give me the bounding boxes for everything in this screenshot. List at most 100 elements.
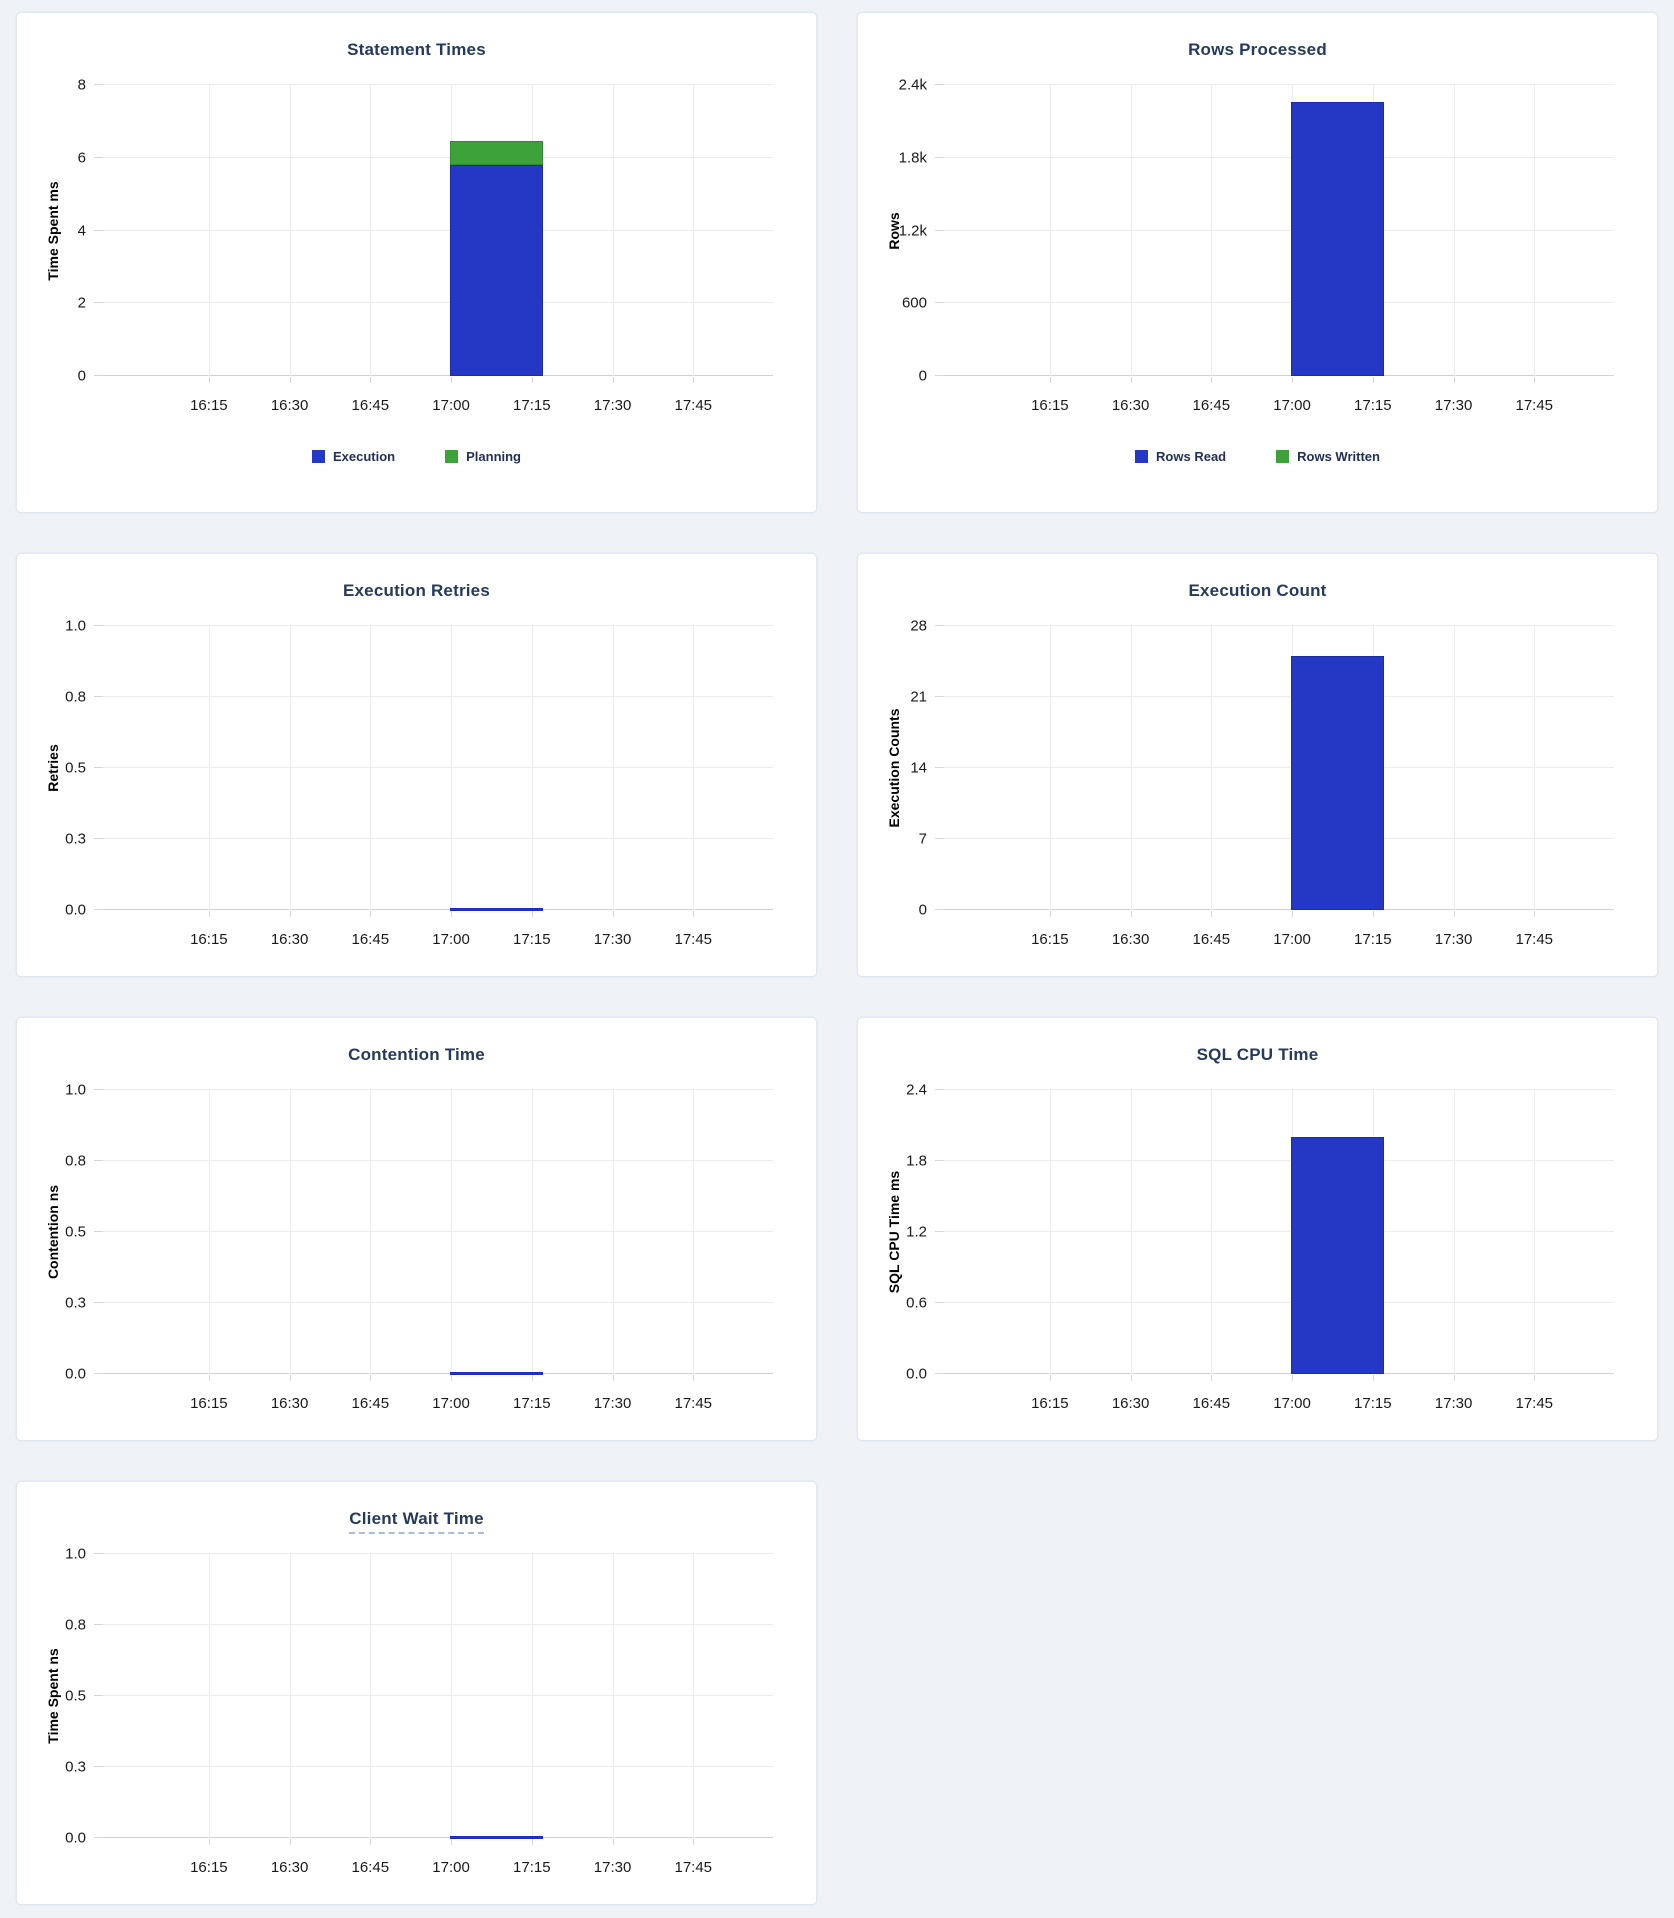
y-tick-mark	[935, 838, 944, 839]
y-tick-label: 4	[77, 222, 86, 239]
y-axis: SQL CPU Time ms 0.0 0.6 1.2 1.8 2.4	[858, 1083, 944, 1382]
y-axis: Time Spent ms 0 2 4 6 8	[17, 78, 103, 384]
y-tick-mark	[935, 1160, 944, 1161]
y-tick-label: 0	[918, 901, 927, 919]
x-tick-mark	[1049, 377, 1051, 383]
h-gridline	[944, 1160, 1614, 1161]
x-tick-mark	[289, 1839, 291, 1845]
x-tick-mark	[612, 377, 614, 383]
legend-swatch	[311, 450, 325, 463]
x-tick-label: 16:15	[1031, 1395, 1069, 1412]
y-tick-mark	[94, 1160, 103, 1161]
v-gridline	[1211, 1090, 1213, 1374]
x-tick-mark	[1453, 911, 1455, 917]
chart-title-text[interactable]: Client Wait Time	[349, 1509, 484, 1534]
h-gridline	[103, 1766, 773, 1767]
x-axis: 16:15 16:30 16:45 17:00 17:15 17:30 17:45	[944, 1396, 1614, 1414]
y-axis-title: Time Spent ns	[45, 1648, 61, 1744]
x-tick-label: 17:00	[1273, 931, 1311, 948]
y-tick-label: 28	[910, 617, 927, 635]
y-tick-mark	[935, 1231, 944, 1232]
x-tick-label: 16:45	[351, 1859, 390, 1876]
x-tick-label: 16:15	[1031, 931, 1069, 948]
x-tick-mark	[612, 911, 614, 917]
client-wait-time-plot[interactable]: Time Spent ns 0.0 0.3 0.5 0.8 1.0 16:15 16:30 16…	[17, 1536, 816, 1904]
h-gridline	[103, 1837, 773, 1838]
v-gridline	[370, 626, 372, 910]
y-tick-label: 7	[918, 830, 927, 848]
y-tick-mark	[94, 1624, 103, 1625]
x-tick-mark	[1534, 911, 1536, 917]
rows-processed-plot[interactable]: Rows 0 600 1.2k 1.8k 2.4k 16:15 16:30 16:45 17:00…	[858, 67, 1657, 442]
h-gridline	[103, 696, 773, 697]
h-gridline	[103, 156, 773, 158]
legend-swatch	[445, 450, 459, 463]
x-tick-mark	[370, 1839, 372, 1845]
x-tick-label: 17:30	[593, 931, 632, 948]
y-tick-label: 2	[77, 294, 86, 312]
h-gridline	[944, 1231, 1614, 1232]
h-gridline	[103, 1695, 773, 1696]
x-tick-mark	[1130, 377, 1132, 383]
x-tick-label: 17:00	[432, 1395, 470, 1412]
y-tick-label: 600	[901, 294, 927, 312]
v-gridline	[1130, 1090, 1132, 1374]
plot-region	[103, 1089, 773, 1381]
h-gridline	[944, 1373, 1614, 1374]
y-tick-mark	[94, 229, 103, 231]
legend-item-planning: Planning	[445, 450, 521, 463]
x-tick-label: 17:45	[674, 1395, 713, 1412]
x-tick-mark	[693, 1375, 695, 1381]
h-gridline	[944, 375, 1614, 376]
x-tick-mark	[1534, 1375, 1536, 1381]
y-axis-title: Time Spent ms	[45, 180, 61, 281]
legend-label: Execution	[332, 449, 396, 464]
h-gridline	[944, 909, 1614, 910]
x-tick-mark	[451, 1839, 453, 1845]
v-gridline	[1453, 626, 1455, 910]
chart-title: Rows Processed	[858, 13, 1657, 67]
zero-value-bar	[450, 1372, 543, 1375]
legend-label: Planning	[466, 449, 521, 464]
x-tick-label: 17:45	[1515, 1395, 1554, 1412]
v-gridline	[370, 1090, 372, 1374]
y-tick-label: 2.4	[906, 1081, 927, 1099]
v-gridline	[531, 1554, 533, 1838]
v-gridline	[451, 1090, 453, 1374]
y-tick-mark	[935, 1302, 944, 1303]
x-tick-mark	[289, 377, 291, 383]
x-tick-label: 17:15	[513, 397, 551, 414]
y-tick-mark	[935, 84, 944, 85]
v-gridline	[1534, 1090, 1536, 1374]
x-tick-label: 16:45	[1192, 931, 1231, 948]
x-axis: 16:15 16:30 16:45 17:00 17:15 17:30 17:45	[103, 932, 773, 950]
x-tick-mark	[693, 1839, 695, 1845]
plot-region	[103, 625, 773, 917]
sql-cpu-time-plot[interactable]: SQL CPU Time ms 0.0 0.6 1.2 1.8 2.4 16:15 16:30…	[858, 1072, 1657, 1440]
contention-time-plot[interactable]: Contention ns 0.0 0.3 0.5 0.8 1.0 16:15 16:30 16…	[17, 1072, 816, 1440]
x-axis: 16:15 16:30 16:45 17:00 17:15 17:30 17:45	[103, 1860, 773, 1878]
x-tick-mark	[289, 911, 291, 917]
legend-item-rows-written: Rows Written	[1276, 450, 1380, 463]
chart-card-execution-retries: Execution Retries Retries 0.0 0.3 0.5 0.8 1.0…	[16, 553, 817, 977]
v-gridline	[451, 1554, 453, 1838]
statement-times-plot[interactable]: Time Spent ms 0 2 4 6 8 16:15 16:30 16:45 17:00 17…	[17, 67, 816, 442]
legend-swatch	[1135, 450, 1149, 463]
x-tick-label: 17:45	[674, 1859, 713, 1876]
x-tick-mark	[1211, 377, 1213, 383]
v-gridline	[1211, 626, 1213, 910]
y-tick-label: 1.2k	[898, 222, 927, 239]
v-gridline	[370, 85, 372, 376]
v-gridline	[612, 1554, 614, 1838]
h-gridline	[944, 838, 1614, 839]
h-gridline	[103, 375, 773, 376]
v-gridline	[208, 626, 210, 910]
execution-count-plot[interactable]: Execution Counts 0 7 14 21 28 16:15 16:30 16:45 1…	[858, 608, 1657, 976]
x-tick-label: 16:45	[1192, 397, 1231, 414]
execution-retries-plot[interactable]: Retries 0.0 0.3 0.5 0.8 1.0 16:15 16:30 16:45 17:…	[17, 608, 816, 976]
x-tick-mark	[451, 377, 453, 383]
x-tick-mark	[208, 1839, 210, 1845]
h-gridline	[944, 625, 1614, 626]
y-tick-mark	[935, 1089, 944, 1090]
x-tick-label: 17:30	[1434, 931, 1473, 948]
